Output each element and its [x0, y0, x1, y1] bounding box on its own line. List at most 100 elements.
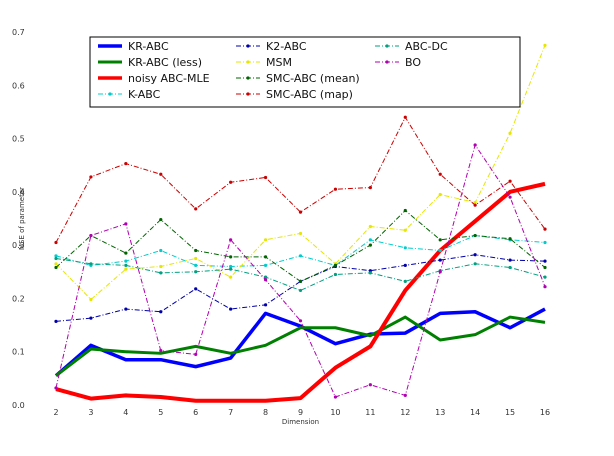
- x-tick-label: 11: [365, 408, 375, 417]
- legend-marker: [246, 60, 250, 64]
- series-line: [54, 307, 546, 378]
- data-point: [124, 259, 128, 263]
- data-point: [54, 319, 58, 323]
- data-point: [89, 262, 93, 266]
- data-point: [508, 195, 512, 199]
- data-point: [543, 265, 547, 270]
- legend-label: KR-ABC: [128, 40, 169, 53]
- data-point: [368, 185, 372, 190]
- y-tick-label: 0.4: [12, 188, 25, 197]
- series-group: [54, 43, 547, 403]
- legend-label: SMC-ABC (map): [266, 88, 353, 101]
- legend-item: KR-ABC (less): [98, 56, 202, 69]
- legend-label: MSM: [266, 56, 292, 69]
- data-point: [403, 228, 407, 232]
- data-point: [543, 43, 547, 47]
- x-tick-label: 4: [123, 408, 128, 417]
- data-point: [298, 231, 303, 236]
- data-point: [543, 285, 547, 289]
- data-point: [508, 237, 512, 241]
- series-kr-abc: [54, 307, 546, 378]
- data-point: [298, 288, 303, 293]
- data-point: [124, 307, 128, 311]
- data-point: [263, 275, 268, 279]
- data-point: [403, 246, 407, 250]
- data-point: [263, 278, 268, 282]
- data-point: [229, 264, 233, 269]
- data-point: [403, 263, 407, 267]
- data-point: [403, 115, 407, 119]
- data-point: [438, 192, 442, 197]
- legend-marker: [246, 44, 250, 48]
- x-tick-label: 12: [400, 408, 410, 417]
- data-point: [89, 316, 93, 320]
- x-tick-label: 2: [53, 408, 58, 417]
- data-point: [194, 352, 198, 356]
- legend-marker: [246, 92, 250, 96]
- legend-item: MSM: [236, 56, 292, 69]
- legend-marker: [385, 60, 389, 64]
- legend-label: ABC-DC: [405, 40, 448, 53]
- data-point: [298, 210, 303, 214]
- data-point: [229, 238, 233, 242]
- data-point: [263, 263, 268, 267]
- data-point: [368, 238, 372, 242]
- data-point: [438, 270, 442, 274]
- data-point: [159, 248, 163, 253]
- data-point: [194, 263, 198, 267]
- data-point: [403, 393, 407, 398]
- data-point: [508, 258, 512, 262]
- data-point: [543, 227, 547, 231]
- data-point: [473, 203, 477, 207]
- data-point: [54, 265, 58, 270]
- data-point: [333, 263, 338, 267]
- legend-item: SMC-ABC (map): [236, 88, 353, 101]
- data-point: [89, 297, 93, 302]
- series-k-abc: [54, 233, 547, 269]
- data-point: [263, 175, 268, 180]
- axes: 0.0 0.1 0.2 0.3 0.4 0.5 0.6 0.7 2 3 4 5 6 7 8 9 10 11 12 13…: [12, 28, 550, 417]
- x-axis-label: Dimension: [282, 418, 319, 426]
- y-tick-label: 0.6: [12, 81, 25, 90]
- data-point: [298, 319, 303, 323]
- data-point: [298, 254, 303, 258]
- x-tick-label: 7: [228, 408, 233, 417]
- data-point: [159, 310, 163, 314]
- data-point: [159, 271, 163, 275]
- series-line: [55, 181, 546, 403]
- legend-item: ABC-DC: [375, 40, 448, 53]
- x-tick-label: 15: [505, 408, 515, 417]
- data-point: [438, 172, 442, 176]
- legend-item: BO: [375, 56, 421, 69]
- data-point: [543, 259, 547, 263]
- x-tick-label: 10: [330, 408, 340, 417]
- legend-label: noisy ABC-MLE: [128, 72, 210, 85]
- legend-box: [89, 36, 521, 108]
- data-point: [508, 265, 512, 270]
- legend-marker: [385, 44, 389, 48]
- series-smc-abc-map: [54, 115, 547, 245]
- data-point: [159, 264, 163, 269]
- data-point: [194, 287, 198, 291]
- y-tick-label: 0.5: [12, 135, 25, 144]
- data-point: [124, 267, 128, 271]
- data-point: [89, 175, 93, 179]
- series-line: [55, 235, 546, 267]
- legend-item: K2-ABC: [236, 40, 307, 53]
- data-point: [124, 222, 128, 226]
- legend-item: noisy ABC-MLE: [98, 72, 210, 85]
- legend-label: BO: [405, 56, 421, 69]
- data-point: [403, 279, 407, 283]
- data-point: [438, 258, 442, 262]
- series-line: [55, 210, 546, 282]
- data-point: [54, 240, 58, 245]
- data-point: [438, 248, 442, 253]
- data-point: [124, 251, 128, 255]
- data-point: [333, 187, 338, 191]
- data-point: [229, 267, 233, 271]
- data-point: [229, 275, 233, 279]
- data-point: [54, 262, 58, 266]
- legend-label: KR-ABC (less): [128, 56, 202, 69]
- y-axis-label: MSE of parameter: [18, 187, 26, 250]
